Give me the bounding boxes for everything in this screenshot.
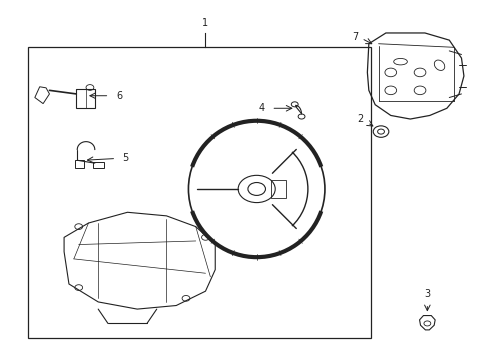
Bar: [271, 180, 285, 198]
Bar: [93, 162, 103, 168]
Text: 3: 3: [424, 289, 429, 299]
Text: 4: 4: [258, 103, 264, 113]
Bar: [27, 47, 370, 338]
Text: 6: 6: [116, 91, 122, 101]
Text: 5: 5: [122, 153, 128, 163]
Text: 1: 1: [202, 18, 208, 28]
Bar: [76, 89, 95, 108]
Text: 7: 7: [351, 32, 357, 42]
Text: 2: 2: [357, 114, 363, 125]
Bar: [75, 160, 84, 168]
